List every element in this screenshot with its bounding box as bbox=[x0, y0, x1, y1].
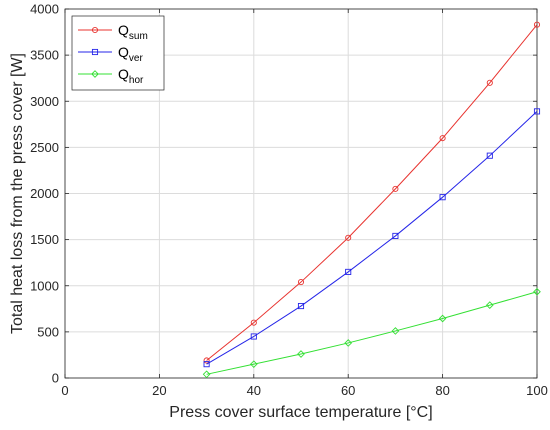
series-sum bbox=[203, 21, 541, 364]
data-point-sum bbox=[486, 79, 493, 86]
data-point-ver bbox=[439, 194, 446, 201]
series-group bbox=[202, 21, 541, 379]
x-tick-label: 60 bbox=[341, 383, 355, 398]
data-point-ver bbox=[533, 108, 541, 115]
data-point-sum bbox=[392, 185, 399, 192]
legend-item-hor: Qhor bbox=[78, 66, 144, 86]
legend-label-hor: Qhor bbox=[118, 66, 144, 86]
data-point-ver bbox=[392, 232, 399, 239]
series-ver bbox=[203, 108, 541, 368]
data-point-hor bbox=[344, 339, 353, 347]
legend-label-ver: Qver bbox=[118, 44, 143, 64]
data-point-sum bbox=[297, 279, 305, 286]
data-point-sum bbox=[533, 21, 541, 28]
legend-marker-sum bbox=[91, 26, 99, 34]
legend-item-sum: Qsum bbox=[78, 22, 148, 42]
y-tick-label: 500 bbox=[37, 324, 59, 339]
data-point-ver bbox=[203, 361, 210, 368]
data-point-ver bbox=[250, 333, 257, 340]
y-tick-label: 2000 bbox=[30, 186, 59, 201]
y-tick-label: 0 bbox=[52, 371, 59, 386]
y-tick-label: 1000 bbox=[30, 278, 59, 293]
legend-marker-hor bbox=[91, 70, 99, 78]
series-line-ver bbox=[206, 111, 538, 365]
y-tick-label: 3000 bbox=[30, 94, 59, 109]
data-point-ver bbox=[486, 152, 493, 159]
data-point-hor bbox=[202, 370, 211, 379]
legend-box bbox=[71, 15, 165, 91]
x-tick-label: 80 bbox=[435, 383, 449, 398]
data-point-hor bbox=[391, 327, 400, 335]
data-point-hor bbox=[297, 350, 305, 358]
data-point-hor bbox=[249, 360, 258, 368]
y-tick-label: 3500 bbox=[30, 48, 59, 63]
data-point-hor bbox=[438, 314, 447, 323]
data-point-ver bbox=[297, 302, 305, 310]
y-axis-label: Total heat loss from the press cover [W] bbox=[9, 53, 26, 334]
x-tick-label: 0 bbox=[61, 383, 68, 398]
data-point-sum bbox=[250, 319, 257, 326]
legend-label-sum: Qsum bbox=[118, 22, 148, 42]
legend-item-ver: Qver bbox=[78, 44, 143, 64]
data-point-sum bbox=[345, 234, 352, 241]
x-tick-label: 20 bbox=[152, 383, 166, 398]
data-point-ver bbox=[345, 268, 352, 275]
data-point-hor bbox=[485, 301, 494, 309]
data-point-sum bbox=[203, 357, 210, 364]
data-point-hor bbox=[533, 287, 541, 296]
data-point-sum bbox=[439, 135, 446, 142]
y-tick-label: 2500 bbox=[30, 140, 59, 155]
y-tick-label: 1500 bbox=[30, 232, 59, 247]
series-line-hor bbox=[206, 291, 538, 375]
axes: 0 20 40 60 80 1000500100015002000250030003500… bbox=[30, 2, 548, 399]
x-tick-label: 40 bbox=[247, 383, 261, 398]
series-line-sum bbox=[206, 24, 538, 361]
x-tick-label: 100 bbox=[526, 383, 548, 398]
y-tick-label: 4000 bbox=[30, 2, 59, 17]
x-axis-label: Press cover surface temperature [°C] bbox=[169, 404, 432, 421]
legend-marker-ver bbox=[91, 48, 99, 56]
series-hor bbox=[202, 287, 541, 379]
